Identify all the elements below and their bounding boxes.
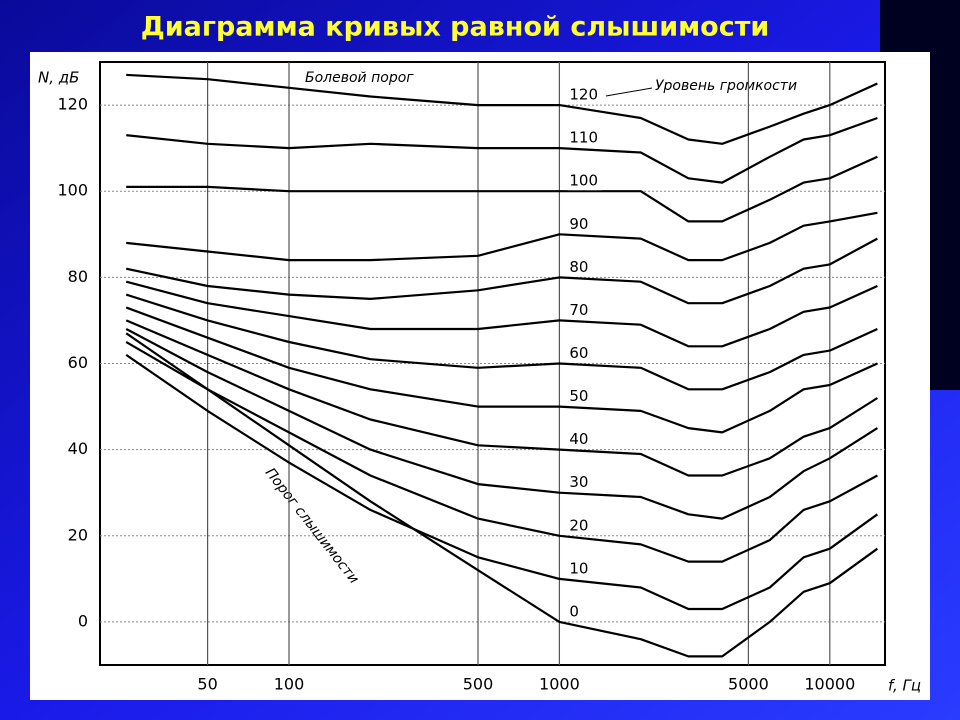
series-label: 90	[569, 215, 588, 233]
curve	[125, 328, 878, 520]
series-label: 100	[569, 172, 598, 190]
series-label: 80	[569, 258, 588, 276]
curve	[126, 116, 878, 184]
series-label: 30	[569, 473, 588, 491]
y-tick-label: 100	[57, 181, 88, 200]
label-bg	[567, 301, 602, 320]
x-tick-label: 5000	[728, 675, 769, 694]
x-tick-label: 100	[274, 675, 305, 694]
label-bg	[567, 559, 602, 578]
curve	[126, 155, 878, 223]
y-tick-label: 0	[78, 611, 88, 630]
chart-title: Диаграмма кривых равной слышимости	[141, 12, 770, 43]
x-tick-label: 500	[463, 675, 494, 694]
series-label: 60	[569, 344, 588, 362]
series-label: 70	[569, 301, 588, 319]
x-axis-label: f, Гц	[888, 677, 921, 695]
x-tick-label: 1000	[539, 675, 580, 694]
curve	[125, 353, 879, 611]
y-tick-label: 80	[68, 267, 88, 286]
y-tick-label: 60	[68, 353, 88, 372]
label-bg	[567, 430, 602, 449]
chart-area	[30, 52, 930, 700]
x-tick-label: 50	[197, 675, 217, 694]
label-bg	[567, 258, 602, 277]
series-label: 110	[569, 129, 598, 147]
series-label: 10	[569, 559, 588, 577]
series-label: 20	[569, 516, 588, 534]
label-bg	[567, 473, 602, 492]
annotation: Болевой порог	[305, 70, 414, 86]
series-label: 50	[569, 387, 588, 405]
annotation-leader	[605, 87, 653, 97]
x-tick-label: 10000	[804, 675, 855, 694]
label-bg	[567, 129, 602, 148]
curve	[125, 237, 878, 305]
curve	[125, 341, 878, 563]
curve	[126, 211, 878, 262]
curve	[126, 73, 878, 145]
curve	[125, 306, 878, 434]
label-bg	[567, 387, 602, 406]
y-tick-label: 120	[57, 95, 88, 114]
label-bg	[567, 516, 602, 535]
label-bg	[567, 602, 602, 621]
y-tick-label: 40	[68, 439, 88, 458]
label-bg	[567, 172, 602, 191]
curve	[125, 319, 878, 477]
plot: 0 20 40 60 80 100 120 50 100 500 1000 5000 10000 0 10 2…	[57, 61, 886, 694]
curve	[125, 280, 878, 348]
series-label: 120	[569, 86, 598, 104]
curve	[125, 293, 878, 391]
label-bg	[567, 344, 602, 363]
label-bg	[567, 86, 602, 105]
y-axis-label: N, дБ	[38, 69, 79, 87]
y-tick-label: 20	[68, 525, 88, 544]
curve	[125, 332, 879, 658]
annotation: Уровень громкости	[655, 78, 797, 94]
label-bg	[567, 215, 602, 234]
series-label: 0	[569, 602, 579, 620]
series-label: 40	[569, 430, 588, 448]
